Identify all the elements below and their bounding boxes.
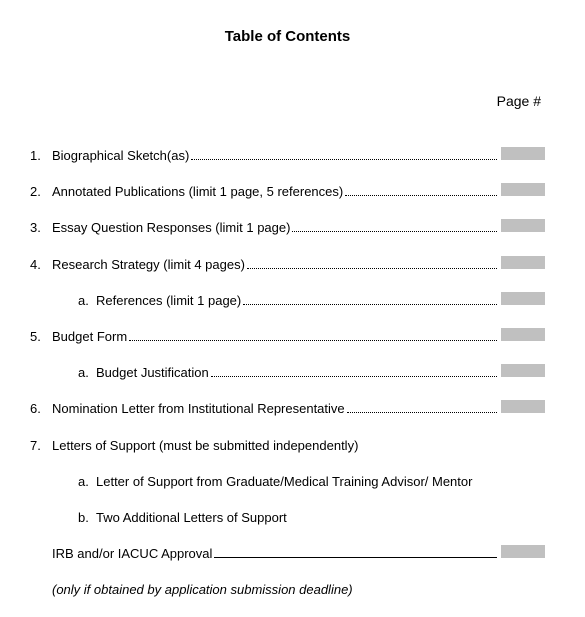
toc-number: b.: [78, 509, 96, 527]
toc-label: Essay Question Responses (limit 1 page): [52, 219, 290, 237]
toc-leader: [347, 412, 497, 413]
toc-number: 6.: [30, 400, 52, 418]
toc-label: Two Additional Letters of Support: [96, 509, 287, 527]
toc-label: Budget Form: [52, 328, 127, 346]
toc-label: IRB and/or IACUC Approval: [52, 545, 212, 563]
toc-label: Annotated Publications (limit 1 page, 5 …: [52, 183, 343, 201]
toc-leader: [191, 159, 497, 160]
toc-label: Research Strategy (limit 4 pages): [52, 256, 245, 274]
toc-label: Letters of Support (must be submitted in…: [52, 437, 358, 455]
page-box: [501, 147, 545, 160]
toc-leader: [292, 231, 497, 232]
toc-label: Budget Justification: [96, 364, 209, 382]
page-number-header: Page #: [30, 93, 545, 109]
toc-number: 2.: [30, 183, 52, 201]
toc-number: 1.: [30, 147, 52, 165]
toc-item-note: (only if obtained by application submiss…: [30, 581, 545, 599]
toc-item-5: 5. Budget Form: [30, 328, 545, 346]
toc-number: 5.: [30, 328, 52, 346]
toc-leader: [211, 376, 497, 377]
toc-leader: [345, 195, 497, 196]
page-box: [501, 183, 545, 196]
toc-item-2: 2. Annotated Publications (limit 1 page,…: [30, 183, 545, 201]
toc-number: 3.: [30, 219, 52, 237]
toc-item-1: 1. Biographical Sketch(as): [30, 147, 545, 165]
toc-label: Letter of Support from Graduate/Medical …: [96, 473, 472, 491]
page-title: Table of Contents: [30, 28, 545, 45]
page-box: [501, 219, 545, 232]
toc-item-irb: IRB and/or IACUC Approval: [30, 545, 545, 563]
page-box: [501, 256, 545, 269]
toc-number: a.: [78, 364, 96, 382]
toc-leader: [247, 268, 497, 269]
toc-item-7a: a. Letter of Support from Graduate/Medic…: [30, 473, 545, 491]
page-box: [501, 400, 545, 413]
toc-leader: [243, 304, 497, 305]
toc-number: 7.: [30, 437, 52, 455]
page-box: [501, 364, 545, 377]
toc-item-5a: a. Budget Justification: [30, 364, 545, 382]
page-box: [501, 545, 545, 558]
page-box: [501, 292, 545, 305]
toc-label: Biographical Sketch(as): [52, 147, 189, 165]
toc-item-6: 6. Nomination Letter from Institutional …: [30, 400, 545, 418]
toc-item-3: 3. Essay Question Responses (limit 1 pag…: [30, 219, 545, 237]
toc-item-7b: b. Two Additional Letters of Support: [30, 509, 545, 527]
toc-label: References (limit 1 page): [96, 292, 241, 310]
toc-number: a.: [78, 292, 96, 310]
toc-leader: [129, 340, 497, 341]
toc-note: (only if obtained by application submiss…: [52, 581, 353, 599]
toc-number: a.: [78, 473, 96, 491]
toc-label: Nomination Letter from Institutional Rep…: [52, 400, 345, 418]
toc-item-7: 7. Letters of Support (must be submitted…: [30, 437, 545, 455]
page-box: [501, 328, 545, 341]
toc-item-4: 4. Research Strategy (limit 4 pages): [30, 256, 545, 274]
toc-item-4a: a. References (limit 1 page): [30, 292, 545, 310]
toc-leader: [214, 557, 497, 558]
toc-number: 4.: [30, 256, 52, 274]
